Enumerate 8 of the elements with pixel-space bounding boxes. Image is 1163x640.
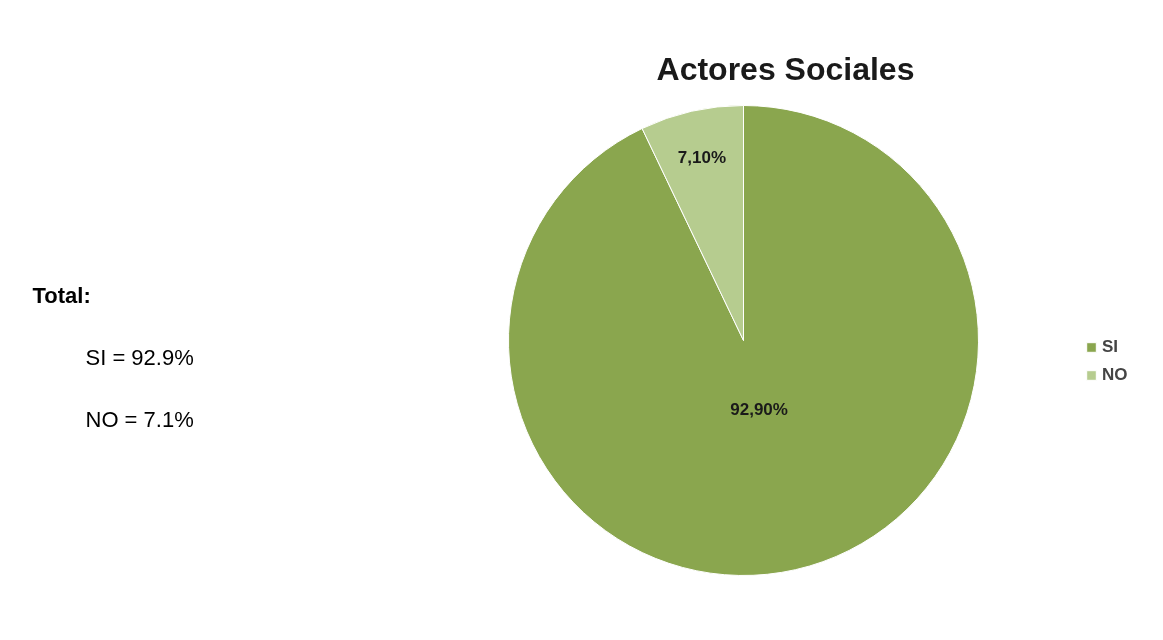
text: NO = 7.1% bbox=[85, 407, 194, 432]
data-label: 92,90% bbox=[730, 399, 788, 419]
chart-title: Actores Sociales bbox=[656, 50, 915, 87]
text: SI = 92.9% bbox=[85, 345, 194, 370]
text: Total: bbox=[32, 283, 91, 308]
legend-label: SI bbox=[1102, 337, 1120, 357]
legend-label: NO bbox=[1102, 365, 1128, 385]
data-label: 7,10% bbox=[677, 147, 727, 167]
